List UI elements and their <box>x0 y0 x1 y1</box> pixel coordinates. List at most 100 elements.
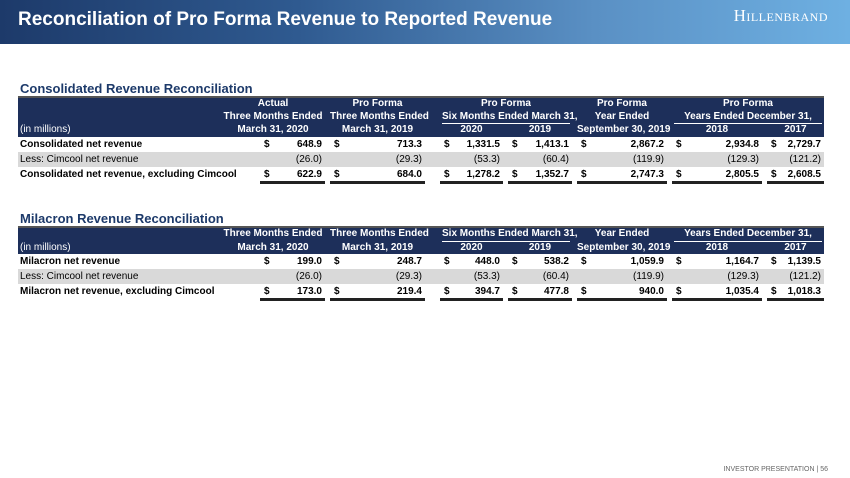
header-line2: Three Months Ended <box>330 228 429 239</box>
table-row: Less: Cimcool net revenue (26.0) (29.3) (53… <box>18 151 824 168</box>
currency-symbol: $ <box>676 138 682 150</box>
value: (53.3) <box>473 271 500 282</box>
value-cell: $1,278.2 <box>440 167 503 184</box>
value: 448.0 <box>474 256 500 267</box>
header-line2: Year Ended <box>594 228 650 239</box>
value-cell: $2,934.8 <box>672 137 762 152</box>
value-cell: $648.9 <box>260 137 325 152</box>
page-title: Reconciliation of Pro Forma Revenue to R… <box>18 9 553 30</box>
header-line2: Years Ended December 31, <box>674 111 822 124</box>
value-cell: (53.3) <box>440 152 503 168</box>
value-cell: (129.3) <box>672 152 762 168</box>
value: (26.0) <box>295 271 322 282</box>
currency-symbol: $ <box>771 256 777 267</box>
value-cell: (121.2) <box>767 152 824 168</box>
value: 2,805.5 <box>725 168 759 180</box>
value-cell: $394.7 <box>440 284 503 301</box>
row-label: Less: Cimcool net revenue <box>20 271 139 282</box>
value-cell: $622.9 <box>260 167 325 184</box>
header-line3: March 31, 2019 <box>341 124 414 135</box>
value: (129.3) <box>727 153 759 165</box>
header-line2: Years Ended December 31, <box>674 228 822 242</box>
value-cell: $684.0 <box>330 167 425 184</box>
table-row: Milacron net revenue, excluding Cimcool $… <box>18 284 824 301</box>
currency-symbol: $ <box>264 138 270 150</box>
currency-symbol: $ <box>264 286 270 297</box>
currency-symbol: $ <box>512 256 518 267</box>
value-cell: $1,018.3 <box>767 284 824 301</box>
value-cell: $477.8 <box>508 284 572 301</box>
value: 713.3 <box>396 138 422 150</box>
title-banner: Reconciliation of Pro Forma Revenue to R… <box>0 0 850 44</box>
currency-symbol: $ <box>334 168 340 180</box>
value: 684.0 <box>396 168 422 180</box>
value-cell: $713.3 <box>330 137 425 152</box>
value-cell: (29.3) <box>330 269 425 285</box>
currency-symbol: $ <box>676 256 682 267</box>
value-cell: $2,729.7 <box>767 137 824 152</box>
value-cell: $2,805.5 <box>672 167 762 184</box>
header-line2: Six Months Ended March 31, <box>442 111 578 124</box>
hillenbrand-logo: Hillenbrand <box>733 6 828 25</box>
header-line3: 2017 <box>784 241 807 253</box>
units-label: (in millions) <box>20 241 71 253</box>
currency-symbol: $ <box>334 138 340 150</box>
value: 538.2 <box>543 256 569 267</box>
value-cell: (53.3) <box>440 269 503 285</box>
section-title-milacron: Milacron Revenue Reconciliation <box>20 211 224 226</box>
value: 173.0 <box>296 286 322 297</box>
value: 2,934.8 <box>725 138 759 150</box>
table-header: Three Months Ended Three Months Ended Six … <box>18 226 824 254</box>
currency-symbol: $ <box>334 256 340 267</box>
table-row: Consolidated net revenue $648.9 $713.3 $1,3… <box>18 137 824 152</box>
header-line1: Actual <box>257 98 289 109</box>
value-cell: (26.0) <box>260 269 325 285</box>
header-line1: Pro Forma <box>480 98 531 109</box>
currency-symbol: $ <box>512 168 518 180</box>
header-line3: 2020 <box>460 124 483 135</box>
value-cell: $1,139.5 <box>767 254 824 269</box>
currency-symbol: $ <box>512 138 518 150</box>
header-line3: March 31, 2020 <box>237 124 309 135</box>
value: (60.4) <box>542 153 569 165</box>
value-cell: $1,352.7 <box>508 167 572 184</box>
currency-symbol: $ <box>581 286 587 297</box>
value-cell: (26.0) <box>260 152 325 168</box>
header-line3: September 30, 2019 <box>577 124 671 135</box>
value: 940.0 <box>638 286 664 297</box>
value: 1,164.7 <box>725 256 759 267</box>
value: (129.3) <box>727 271 759 282</box>
value-cell: (119.9) <box>577 152 667 168</box>
header-line2: Three Months Ended <box>223 228 323 239</box>
currency-symbol: $ <box>444 138 450 150</box>
currency-symbol: $ <box>512 286 518 297</box>
header-line3: 2018 <box>705 241 729 253</box>
value-cell: $2,867.2 <box>577 137 667 152</box>
value: (26.0) <box>295 153 322 165</box>
value-cell: $538.2 <box>508 254 572 269</box>
currency-symbol: $ <box>444 286 450 297</box>
currency-symbol: $ <box>771 138 777 150</box>
value-cell: $940.0 <box>577 284 667 301</box>
currency-symbol: $ <box>676 168 682 180</box>
currency-symbol: $ <box>771 168 777 180</box>
currency-symbol: $ <box>581 256 587 267</box>
header-line3: 2019 <box>528 124 552 135</box>
value: 1,059.9 <box>630 256 664 267</box>
row-label: Consolidated net revenue <box>20 138 143 150</box>
header-line2: Three Months Ended <box>330 110 429 122</box>
value: 219.4 <box>396 286 422 297</box>
header-line3: 2018 <box>705 124 729 135</box>
currency-symbol: $ <box>581 138 587 150</box>
header-line1: Pro Forma <box>352 98 403 109</box>
value: 394.7 <box>474 286 500 297</box>
header-line2: Three Months Ended <box>223 110 323 122</box>
currency-symbol: $ <box>334 286 340 297</box>
row-label: Milacron net revenue <box>20 256 121 267</box>
value: 2,747.3 <box>630 168 664 180</box>
currency-symbol: $ <box>444 168 450 180</box>
header-line2: Year Ended <box>594 110 650 122</box>
value-cell: (60.4) <box>508 152 572 168</box>
currency-symbol: $ <box>264 168 270 180</box>
value: 1,139.5 <box>787 256 821 267</box>
